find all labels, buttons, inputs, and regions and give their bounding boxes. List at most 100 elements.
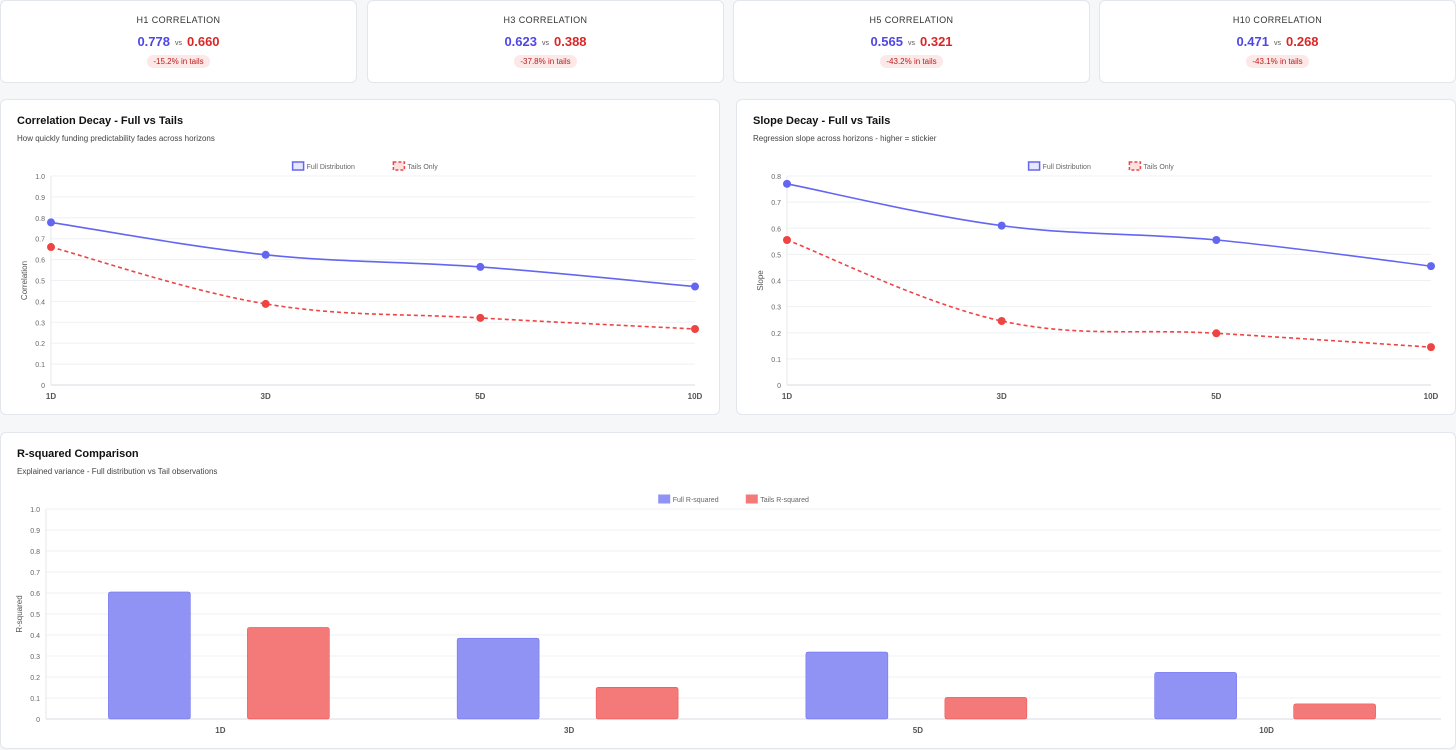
r-squared-chart: 0 0.1 0.2 0.3 0.4 0.5 0.6 0.7 0.8 0.9 1.0 1D 3D 5D 10D… (15, 494, 1441, 735)
stat-card-h1: H1 CORRELATION 0.778 vs 0.660 -15.2% in ta… (0, 0, 357, 83)
y-tick-label: 0.4 (30, 633, 40, 640)
full-value: 0.623 (504, 34, 537, 49)
bar-tails (247, 627, 330, 720)
legend-label: Tails Only (407, 164, 438, 171)
series-line-tails (50, 246, 696, 330)
x-tick-label: 10D (1259, 726, 1274, 735)
y-tick-label: 0.2 (30, 675, 40, 682)
y-tick-label: 0.5 (35, 279, 45, 286)
correlation-decay-chart: 0 0.1 0.2 0.3 0.4 0.5 0.6 0.7 0.8 0.9 1.0 1D 3D 5D 10D… (20, 161, 703, 401)
data-point-tails (1212, 329, 1221, 338)
vs-label: vs (542, 40, 549, 47)
y-tick-label: 0.5 (30, 612, 40, 619)
legend-swatch (745, 494, 758, 504)
y-tick-label: 0.7 (30, 570, 40, 577)
full-value: 0.778 (137, 34, 170, 49)
vs-label: vs (908, 40, 915, 47)
legend-label: Tails Only (1143, 164, 1174, 171)
tails-value: 0.268 (1286, 34, 1319, 49)
data-point-full (261, 250, 270, 259)
y-tick-label: 0.5 (771, 252, 781, 259)
y-tick-label: 0.2 (771, 331, 781, 338)
stat-card-h5: H5 CORRELATION 0.565 vs 0.321 -43.2% in ta… (733, 0, 1090, 83)
x-tick-label: 10D (688, 392, 703, 401)
series-line-full (50, 221, 696, 288)
stat-card-h3: H3 CORRELATION 0.623 vs 0.388 -37.8% in ta… (367, 0, 724, 83)
y-tick-label: 0.1 (30, 696, 40, 703)
y-tick-label: 0.9 (30, 528, 40, 535)
y-tick-label: 0.4 (35, 299, 45, 306)
x-tick-label: 5D (1211, 392, 1221, 401)
data-point-full (997, 221, 1006, 230)
stat-card-h10: H10 CORRELATION 0.471 vs 0.268 -43.1% in t… (1099, 0, 1456, 83)
y-tick-label: 0 (36, 717, 40, 724)
legend-label: Tails R-squared (760, 497, 809, 504)
data-point-tails (261, 299, 270, 308)
x-tick-label: 3D (564, 726, 574, 735)
bar-full (456, 637, 540, 720)
y-axis-label: R-squared (15, 595, 24, 632)
y-axis-label: Slope (756, 270, 765, 291)
data-point-full (47, 218, 55, 227)
y-tick-label: 0.6 (30, 591, 40, 598)
x-tick-label: 5D (913, 726, 923, 735)
y-axis-label: Correlation (20, 261, 29, 300)
stat-label: H3 CORRELATION (503, 15, 588, 25)
tails-value: 0.660 (187, 34, 220, 49)
data-point-full (1427, 262, 1435, 271)
chart-subtitle: Explained variance - Full distribution v… (17, 467, 218, 476)
legend-swatch (658, 494, 671, 504)
bar-tails (595, 687, 679, 720)
y-tick-label: 0.3 (35, 320, 45, 327)
full-value: 0.471 (1236, 34, 1269, 49)
data-point-full (691, 282, 699, 291)
legend-label: Full Distribution (307, 164, 355, 171)
legend-swatch (291, 161, 305, 171)
y-tick-label: 1.0 (35, 174, 45, 181)
chart-subtitle: Regression slope across horizons - highe… (753, 134, 937, 143)
y-tick-label: 0.8 (30, 549, 40, 556)
y-tick-label: 0.4 (771, 279, 781, 286)
data-point-tails (997, 316, 1006, 325)
bar-tails (944, 697, 1028, 720)
y-tick-label: 0.8 (771, 174, 781, 181)
legend-label: Full Distribution (1043, 164, 1091, 171)
bar-full (108, 591, 191, 720)
chart-title: R-squared Comparison (17, 448, 139, 460)
stat-label: H5 CORRELATION (869, 15, 954, 25)
x-tick-label: 3D (261, 392, 271, 401)
y-tick-label: 0.7 (771, 200, 781, 207)
y-tick-label: 0.3 (30, 654, 40, 661)
tails-value: 0.321 (920, 34, 953, 49)
data-point-full (1212, 236, 1221, 245)
series-line-tails (786, 239, 1432, 348)
data-point-tails (476, 313, 485, 322)
x-tick-label: 1D (782, 392, 792, 401)
slope-decay-chart: 0 0.1 0.2 0.3 0.4 0.5 0.6 0.7 0.8 1D 3D 5D 10D Slope F… (756, 161, 1439, 401)
delta-badge: -43.2% in tails (880, 55, 943, 68)
delta-badge: -37.8% in tails (514, 55, 577, 68)
y-tick-label: 0.6 (771, 226, 781, 233)
legend-swatch (392, 161, 406, 171)
data-point-full (476, 262, 485, 271)
y-tick-label: 0.3 (771, 305, 781, 312)
bar-full (805, 651, 889, 720)
chart-title: Slope Decay - Full vs Tails (753, 115, 891, 127)
stat-label: H10 CORRELATION (1232, 15, 1323, 25)
chart-title: Correlation Decay - Full vs Tails (17, 115, 184, 127)
full-value: 0.565 (870, 34, 903, 49)
tails-value: 0.388 (554, 34, 587, 49)
vs-label: vs (175, 40, 182, 47)
correlation-decay-card: Correlation Decay - Full vs Tails How qu… (0, 99, 720, 415)
y-tick-label: 0 (41, 383, 45, 390)
chart-subtitle: How quickly funding predictability fades… (17, 134, 215, 143)
y-tick-label: 0.8 (35, 216, 45, 223)
slope-decay-card: Slope Decay - Full vs Tails Regression s… (736, 99, 1456, 415)
legend-label: Full R-squared (673, 497, 719, 504)
y-tick-label: 1.0 (30, 507, 40, 514)
data-point-full (783, 179, 791, 188)
vs-label: vs (1274, 40, 1281, 47)
y-tick-label: 0.6 (35, 258, 45, 265)
y-tick-label: 0.1 (771, 357, 781, 364)
bar-full (1154, 672, 1237, 720)
